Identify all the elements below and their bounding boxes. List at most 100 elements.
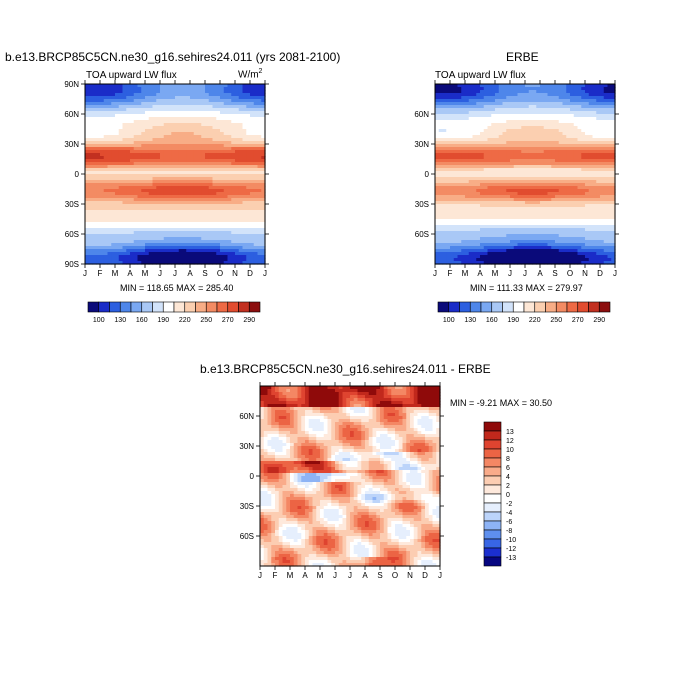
field-cell: [510, 93, 515, 97]
field-cell: [562, 126, 567, 130]
field-cell: [528, 138, 534, 142]
field-cell: [238, 222, 244, 226]
field-cell: [607, 183, 612, 187]
field-cell: [190, 117, 195, 121]
field-cell: [540, 114, 545, 118]
field-cell: [446, 156, 451, 160]
field-cell: [167, 255, 172, 259]
field-cell: [122, 249, 127, 253]
field-cell: [476, 207, 481, 211]
field-cell: [528, 105, 534, 109]
field-cell: [570, 132, 575, 136]
field-cell: [235, 192, 240, 196]
field-cell: [223, 213, 229, 217]
field-cell: [231, 189, 236, 193]
field-cell: [453, 102, 459, 106]
field-cell: [551, 87, 556, 91]
field-cell: [246, 225, 251, 229]
field-cell: [227, 138, 232, 142]
field-cell: [246, 108, 251, 112]
field-cell: [96, 207, 101, 211]
field-cell: [152, 195, 157, 199]
field-cell: [472, 177, 477, 181]
field-cell: [521, 207, 526, 211]
field-cell: [231, 138, 236, 142]
field-cell: [573, 117, 579, 121]
field-cell: [513, 165, 519, 169]
field-cell: [201, 171, 206, 175]
field-cell: [442, 150, 447, 154]
field-cell: [491, 195, 496, 199]
field-cell: [178, 84, 184, 88]
field-cell: [92, 162, 97, 166]
field-cell: [145, 174, 150, 178]
field-cell: [130, 129, 135, 133]
field-cell: [253, 144, 259, 148]
field-cell: [122, 117, 127, 121]
field-cell: [498, 129, 504, 133]
field-cell: [100, 102, 105, 106]
field-cell: [543, 93, 549, 97]
field-cell: [242, 96, 247, 100]
field-cell: [521, 117, 526, 121]
field-cell: [588, 120, 594, 124]
field-cell: [461, 183, 466, 187]
field-cell: [167, 237, 172, 241]
field-cell: [205, 99, 210, 103]
field-cell: [566, 117, 571, 121]
field-cell: [435, 123, 440, 127]
field-cell: [163, 135, 169, 139]
field-cell: [238, 123, 244, 127]
field-cell: [88, 258, 94, 262]
field-cell: [603, 120, 609, 124]
field-cell: [122, 84, 127, 88]
field-cell: [596, 171, 601, 175]
field-cell: [212, 153, 217, 157]
field-cell: [536, 141, 541, 145]
field-cell: [156, 183, 161, 187]
field-cell: [100, 132, 105, 136]
field-cell: [175, 120, 180, 124]
field-cell: [231, 99, 236, 103]
field-cell: [197, 249, 202, 253]
field-cell: [453, 135, 459, 139]
field-cell: [167, 261, 172, 265]
field-cell: [253, 84, 259, 88]
field-cell: [558, 198, 564, 202]
field-cell: [103, 204, 109, 208]
field-cell: [450, 201, 455, 205]
field-cell: [216, 183, 221, 187]
field-cell: [573, 174, 579, 178]
field-cell: [163, 132, 169, 136]
field-cell: [457, 195, 462, 199]
field-cell: [137, 114, 142, 118]
field-cell: [92, 240, 97, 244]
field-cell: [100, 243, 105, 247]
field-cell: [227, 189, 232, 193]
field-cell: [238, 105, 244, 109]
field-cell: [167, 90, 172, 94]
field-cell: [261, 159, 266, 163]
field-cell: [130, 132, 135, 136]
field-cell: [193, 105, 199, 109]
field-cell: [115, 201, 120, 205]
field-cell: [438, 141, 444, 145]
field-cell: [133, 144, 139, 148]
field-cell: [577, 147, 582, 151]
field-cell: [510, 96, 515, 100]
field-cell: [570, 192, 575, 196]
field-cell: [528, 108, 534, 112]
field-cell: [208, 252, 214, 256]
field-cell: [607, 111, 612, 115]
field-cell: [115, 195, 120, 199]
field-cell: [103, 195, 109, 199]
field-cell: [85, 126, 90, 130]
field-cell: [100, 207, 105, 211]
field-cell: [88, 123, 94, 127]
field-cell: [588, 150, 594, 154]
field-cell: [596, 102, 601, 106]
field-cell: [253, 141, 259, 145]
field-cell: [88, 222, 94, 226]
field-cell: [588, 153, 594, 157]
field-cell: [201, 117, 206, 121]
